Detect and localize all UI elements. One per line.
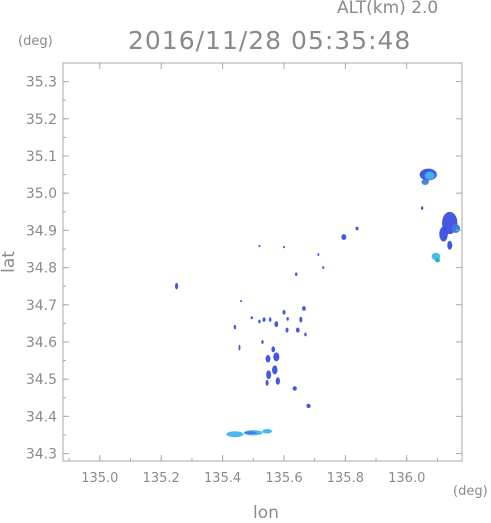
radar-echo-cell bbox=[244, 431, 256, 434]
radar-echo-cell bbox=[226, 431, 243, 437]
y-tick-label: 35.0 bbox=[26, 186, 57, 202]
radar-echo-cell bbox=[273, 352, 279, 361]
radar-echo-cell bbox=[355, 227, 358, 231]
y-tick-label: 34.9 bbox=[26, 223, 57, 239]
y-tick-label: 35.1 bbox=[26, 149, 57, 165]
radar-echo-cell bbox=[271, 346, 275, 352]
radar-echo-cell bbox=[234, 325, 236, 329]
x-tick-label: 135.0 bbox=[81, 471, 118, 486]
y-tick-label: 35.3 bbox=[26, 75, 57, 91]
radar-echo-cell bbox=[258, 320, 260, 324]
radar-echo-cell bbox=[262, 429, 272, 433]
radar-echo-cell bbox=[452, 224, 461, 233]
y-tick-label: 34.5 bbox=[26, 372, 57, 388]
radar-echo-cell bbox=[266, 380, 269, 386]
radar-echo-cell bbox=[240, 300, 242, 302]
radar-echo-cell bbox=[283, 246, 285, 248]
radar-echo-cell bbox=[306, 404, 310, 408]
radar-echo-cell bbox=[282, 310, 285, 314]
radar-echo-cell bbox=[258, 245, 260, 247]
radar-echo-cell bbox=[274, 321, 278, 327]
y-tick-label: 34.7 bbox=[26, 298, 57, 314]
radar-echo-cell bbox=[293, 386, 297, 390]
radar-echo-cell bbox=[447, 241, 452, 250]
x-tick-label: 135.2 bbox=[143, 471, 180, 486]
y-tick-label: 34.3 bbox=[26, 447, 57, 463]
x-tick-label: 135.4 bbox=[204, 471, 241, 486]
radar-echo-cell bbox=[296, 327, 300, 332]
radar-echo-cell bbox=[286, 327, 289, 332]
y-tick-label: 35.2 bbox=[26, 112, 57, 128]
x-tick-label: 135.6 bbox=[265, 471, 302, 486]
radar-echo-cell bbox=[272, 365, 278, 374]
echo-layer bbox=[175, 169, 460, 438]
x-tick-label: 135.8 bbox=[327, 471, 364, 486]
radar-echo-cell bbox=[302, 306, 306, 310]
radar-echo-cell bbox=[251, 316, 253, 319]
radar-echo-cell bbox=[435, 258, 440, 262]
radar-echo-cell bbox=[317, 253, 319, 256]
radar-echo-cell bbox=[238, 345, 240, 351]
radar-echo-cell bbox=[261, 340, 263, 344]
tick-layer: 135.0 135.2 135.4 135.6 135.8 136.0 34.3 34.4 34… bbox=[26, 63, 462, 486]
y-tick-label: 34.4 bbox=[26, 409, 57, 425]
radar-echo-cell bbox=[276, 377, 280, 384]
radar-echo-cell bbox=[304, 333, 306, 337]
x-tick-label: 136.0 bbox=[388, 471, 425, 486]
radar-echo-cell bbox=[175, 283, 178, 290]
radar-echo-cell bbox=[341, 234, 346, 240]
radar-echo-cell bbox=[439, 227, 448, 242]
y-tick-label: 34.8 bbox=[26, 261, 57, 277]
radar-echo-cell bbox=[286, 317, 288, 321]
radar-echo-cell bbox=[421, 206, 423, 210]
radar-echo-cell bbox=[266, 355, 271, 362]
radar-echo-cell bbox=[421, 179, 428, 185]
radar-echo-cell bbox=[425, 172, 435, 180]
radar-echo-cell bbox=[266, 370, 271, 379]
radar-echo-cell bbox=[299, 317, 302, 323]
radar-echo-cell bbox=[263, 317, 266, 321]
radar-echo-cell bbox=[269, 317, 271, 321]
plot-frame bbox=[63, 63, 462, 461]
radar-echo-cell bbox=[322, 266, 324, 269]
radar-echo-cell bbox=[295, 272, 297, 276]
y-tick-label: 34.6 bbox=[26, 335, 57, 351]
